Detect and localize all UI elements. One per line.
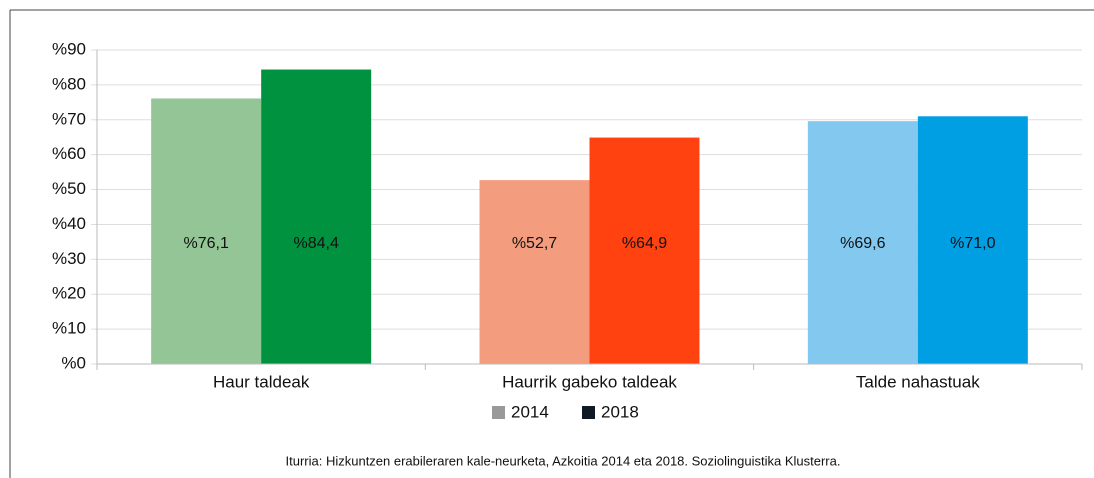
bar xyxy=(151,98,262,365)
value-label: %76,1 xyxy=(183,235,228,252)
y-tick-label: %50 xyxy=(52,179,86,198)
x-tick-label: Talde nahastuak xyxy=(856,372,980,391)
legend-label: 2014 xyxy=(511,402,549,421)
legend-label: 2018 xyxy=(601,402,639,421)
bar xyxy=(261,69,372,364)
y-tick-label: %60 xyxy=(52,144,86,163)
y-tick-label: %0 xyxy=(61,353,86,372)
value-label: %69,6 xyxy=(840,235,885,252)
y-tick-label: %70 xyxy=(52,109,86,128)
bar xyxy=(917,116,1028,365)
value-label: %52,7 xyxy=(512,235,557,252)
y-tick-label: %30 xyxy=(52,249,86,268)
y-tick-label: %40 xyxy=(52,214,86,233)
value-label: %84,4 xyxy=(293,235,338,252)
y-tick-label: %10 xyxy=(52,319,86,338)
legend-swatch xyxy=(582,406,595,419)
y-tick-label: %80 xyxy=(52,74,86,93)
y-tick-label: %20 xyxy=(52,284,86,303)
value-label: %64,9 xyxy=(622,235,667,252)
value-label: %71,0 xyxy=(950,235,995,252)
bar xyxy=(479,180,590,364)
y-tick-label: %90 xyxy=(52,39,86,58)
legend-swatch xyxy=(492,406,505,419)
source-note: Iturria: Hizkuntzen erabileraren kale-ne… xyxy=(286,453,841,468)
bar xyxy=(589,137,700,364)
x-tick-label: Haurrik gabeko taldeak xyxy=(502,372,677,391)
x-tick-label: Haur taldeak xyxy=(213,372,310,391)
bar xyxy=(807,121,918,364)
